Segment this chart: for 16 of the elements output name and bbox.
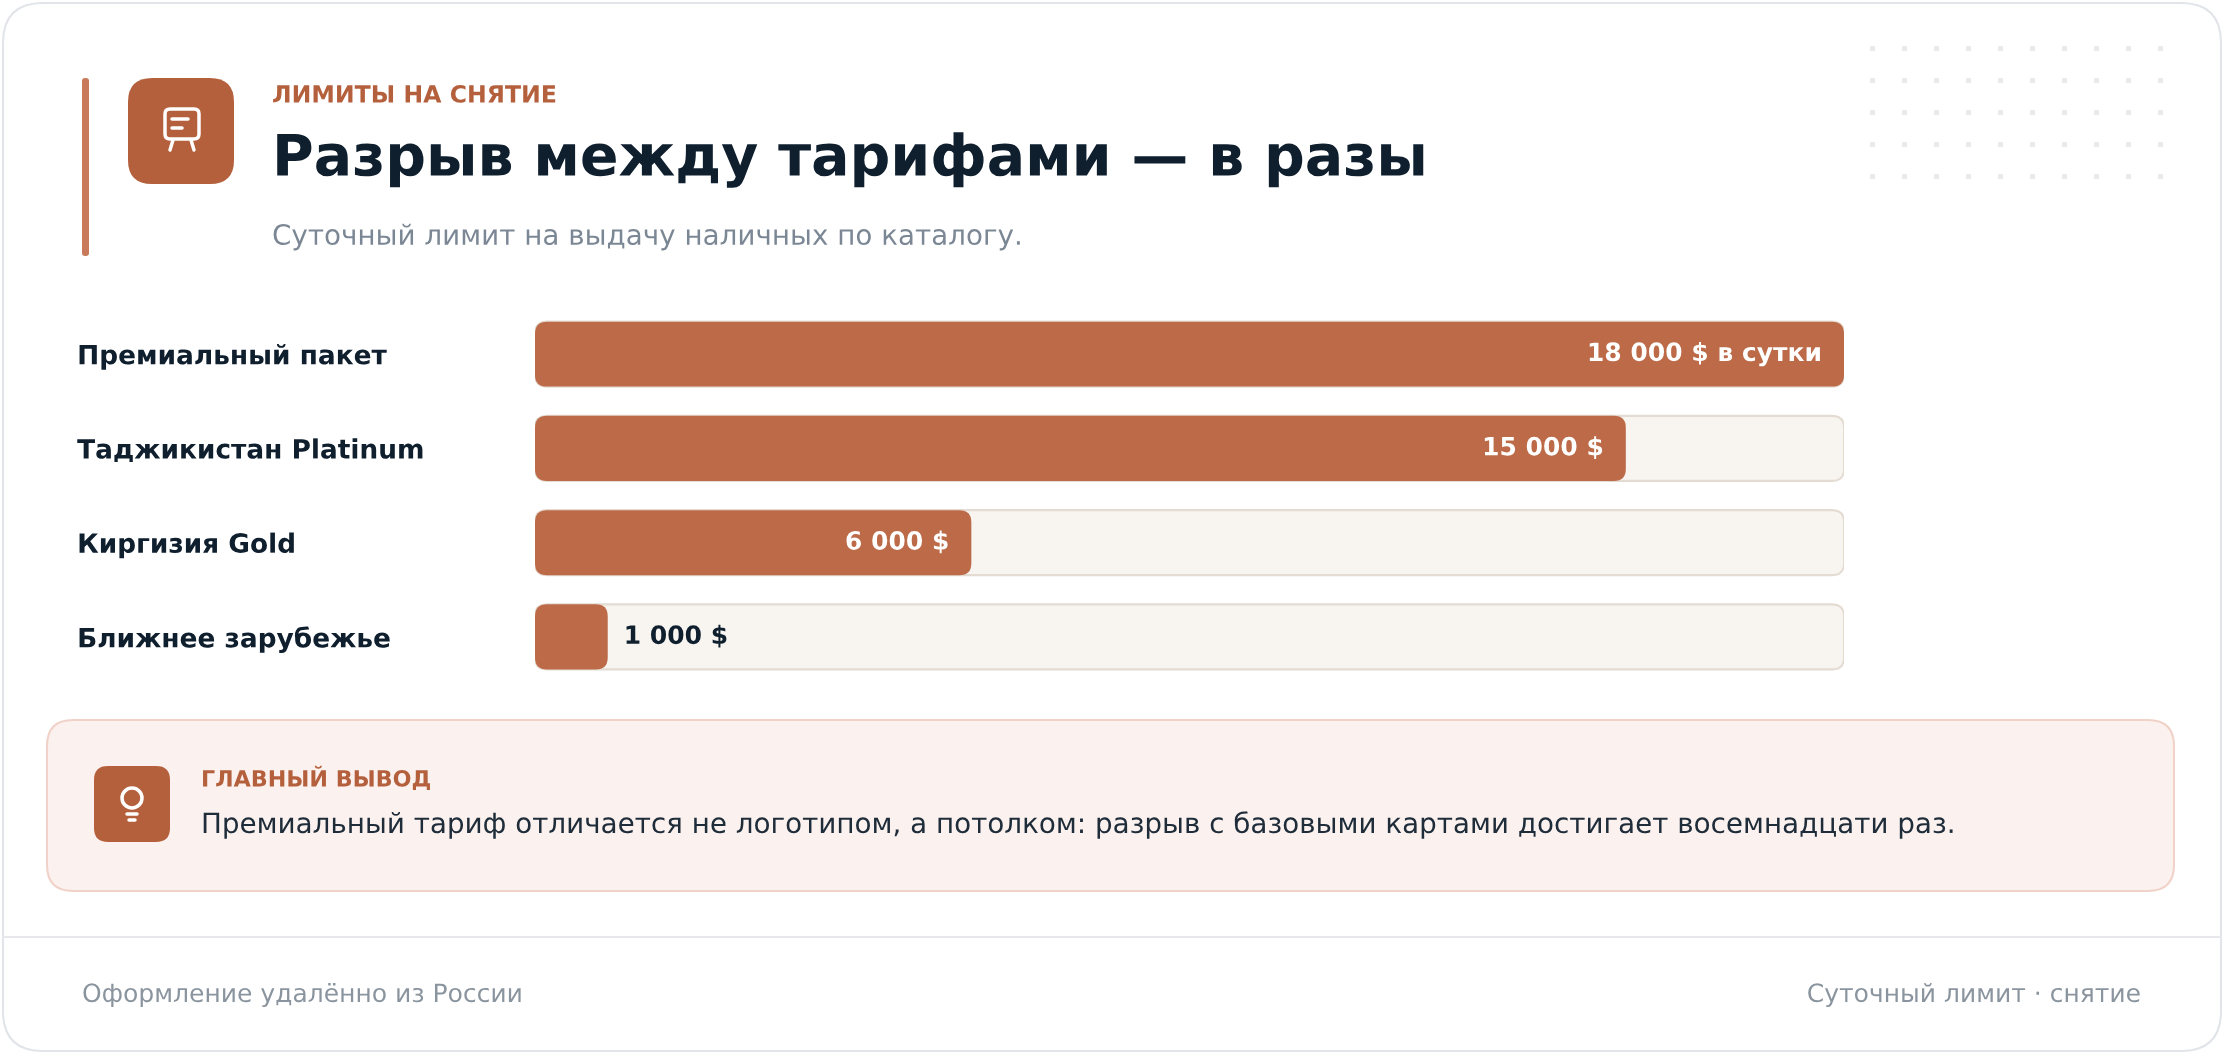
chart-title: Разрыв между тарифами — в разы [277, 132, 1424, 188]
text: ГЛАВНЫЙ ВЫВОД [203, 765, 430, 790]
data-label: 1 000 $ [626, 624, 727, 648]
data-label: 18 000 $ в сутки [1589, 341, 1820, 367]
y-tick-label: Киргизия Gold [79, 532, 294, 559]
text: Суточный лимит · снятие [1808, 983, 2140, 1008]
y-tick-label: Ближнее зарубежье [79, 626, 390, 654]
chart-subtitle: Суточный лимит на выдачу наличных по каталогу. [273, 223, 1020, 251]
bar [535, 604, 608, 670]
data-label: 6 000 $ [846, 530, 948, 554]
text: Оформление удалённо из России [83, 982, 521, 1008]
text: ЛИМИТЫ НА СНЯТИЕ [273, 84, 556, 103]
data-label: 15 000 $ [1484, 436, 1603, 459]
y-tick-label: Таджикистан Platinum [77, 438, 423, 463]
y-tick-label: Премиальный пакет [79, 344, 387, 370]
text: Премиальный тариф отличается не логотипом, а потолком: разрыв с базовыми картами достигает восемнадцати раз. [203, 811, 1953, 839]
